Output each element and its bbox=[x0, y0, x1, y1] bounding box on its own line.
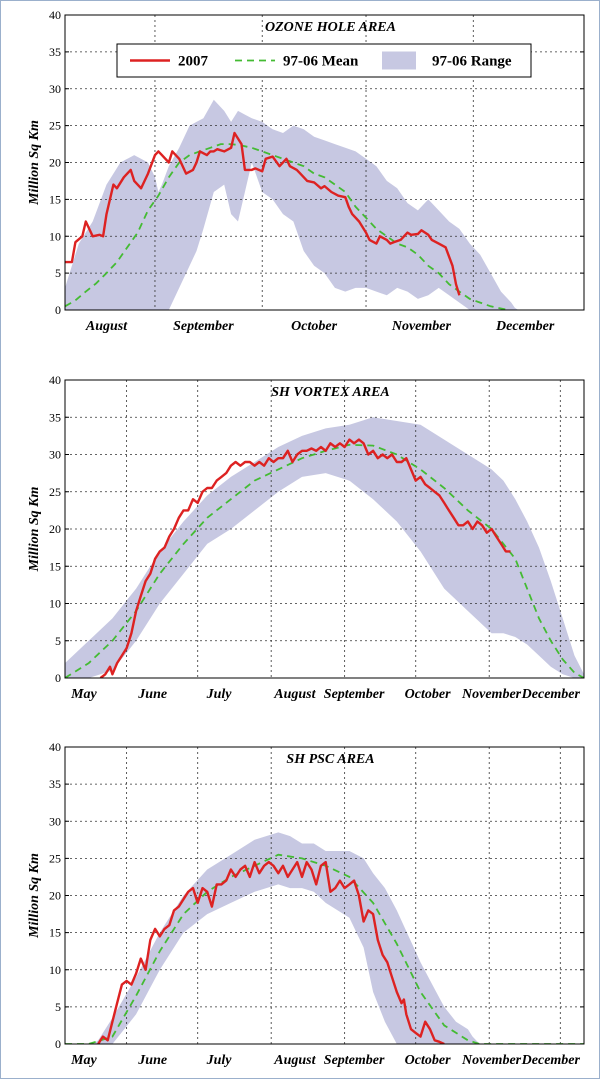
legend: 2007 97-06 Mean 97-06 Range bbox=[116, 43, 532, 78]
mean-series-line bbox=[65, 853, 584, 1044]
mean-series-line bbox=[65, 443, 584, 678]
legend-swatch-range bbox=[382, 51, 416, 70]
y-tick-label: 0 bbox=[55, 671, 61, 685]
x-month-label: October bbox=[405, 687, 451, 702]
y-tick-label: 10 bbox=[49, 963, 61, 977]
y-tick-label: 15 bbox=[49, 926, 61, 940]
y-tick-label: 35 bbox=[49, 777, 61, 791]
chart-title: SH VORTEX AREA bbox=[271, 385, 390, 400]
series-2007-line bbox=[99, 438, 511, 678]
chart-title: SH PSC AREA bbox=[286, 752, 374, 767]
y-tick-label: 30 bbox=[49, 448, 61, 462]
legend-label: 97-06 Mean bbox=[283, 54, 359, 70]
y-tick-label: 20 bbox=[49, 522, 61, 536]
x-month-label: July bbox=[206, 1053, 233, 1068]
y-tick-label: 35 bbox=[49, 410, 61, 424]
x-month-label: June bbox=[137, 687, 167, 702]
y-tick-label: 30 bbox=[49, 814, 61, 828]
x-month-label: October bbox=[405, 1053, 451, 1068]
series-2007-line bbox=[65, 131, 461, 296]
legend-label: 97-06 Range bbox=[432, 54, 512, 70]
x-month-label: August bbox=[273, 687, 316, 702]
y-tick-label: 0 bbox=[55, 303, 61, 317]
y-tick-label: 20 bbox=[49, 889, 61, 903]
y-tick-label: 40 bbox=[49, 373, 61, 387]
x-month-label: September bbox=[324, 687, 385, 702]
x-month-label: October bbox=[291, 319, 337, 334]
y-tick-label: 0 bbox=[55, 1037, 61, 1051]
y-tick-label: 25 bbox=[49, 851, 61, 865]
chart-panel-1: 0 5 10 15 20 25 30 35 40 Million Sq Km August Septe… bbox=[27, 8, 585, 334]
range-band bbox=[65, 832, 480, 1044]
y-tick-label: 20 bbox=[49, 156, 61, 170]
y-tick-label: 10 bbox=[49, 229, 61, 243]
x-month-label: September bbox=[324, 1053, 385, 1068]
x-month-label: November bbox=[461, 687, 522, 702]
legend-box bbox=[116, 43, 532, 78]
y-tick-label: 25 bbox=[49, 119, 61, 133]
x-month-label: December bbox=[521, 1053, 581, 1068]
x-month-label: September bbox=[173, 319, 234, 334]
legend-label: 2007 bbox=[178, 54, 209, 70]
y-axis-label: Million Sq Km bbox=[27, 853, 42, 939]
y-tick-label: 35 bbox=[49, 45, 61, 59]
y-tick-label: 15 bbox=[49, 559, 61, 573]
y-axis-label: Million Sq Km bbox=[27, 120, 42, 206]
chart-panel-2: 0 5 10 15 20 25 30 35 40 Million Sq Km May June July… bbox=[27, 373, 585, 702]
x-month-label: May bbox=[70, 1053, 97, 1068]
y-axis-label: Million Sq Km bbox=[27, 486, 42, 572]
x-month-label: December bbox=[521, 687, 581, 702]
x-month-label: May bbox=[70, 687, 97, 702]
y-tick-label: 30 bbox=[49, 82, 61, 96]
y-tick-label: 40 bbox=[49, 740, 61, 754]
x-month-label: August bbox=[85, 319, 128, 334]
y-tick-label: 15 bbox=[49, 192, 61, 206]
x-month-label: November bbox=[461, 1053, 522, 1068]
x-month-label: November bbox=[391, 319, 452, 334]
y-tick-label: 25 bbox=[49, 485, 61, 499]
chart-panel-3: 0 5 10 15 20 25 30 35 40 Million Sq Km May June July… bbox=[27, 740, 585, 1068]
y-tick-label: 5 bbox=[55, 266, 61, 280]
chart-title: OZONE HOLE AREA bbox=[265, 20, 396, 35]
range-band bbox=[65, 417, 584, 678]
y-tick-label: 5 bbox=[55, 1000, 61, 1014]
x-month-label: August bbox=[273, 1053, 316, 1068]
range-band bbox=[65, 99, 519, 310]
x-month-label: July bbox=[206, 687, 233, 702]
x-month-label: June bbox=[137, 1053, 167, 1068]
y-tick-label: 10 bbox=[49, 597, 61, 611]
y-tick-label: 40 bbox=[49, 8, 61, 22]
x-month-label: December bbox=[495, 319, 555, 334]
series-2007-line bbox=[97, 860, 445, 1044]
y-tick-label: 5 bbox=[55, 634, 61, 648]
